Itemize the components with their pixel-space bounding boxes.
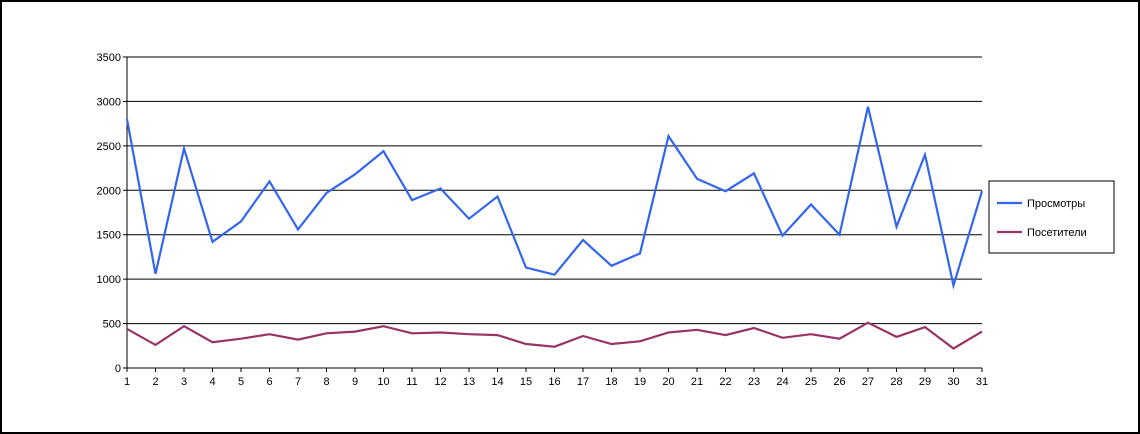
x-tick-label: 21	[691, 376, 703, 388]
x-tick-label: 26	[833, 376, 845, 388]
series-line-0	[125, 106, 984, 290]
legend: Просмотры Посетители	[988, 180, 1115, 254]
x-tick-label: 14	[491, 376, 503, 388]
x-tick-label: 28	[890, 376, 902, 388]
x-tick-label: 11	[406, 376, 417, 388]
x-tick-label: 23	[748, 376, 760, 388]
x-tick-label: 17	[577, 376, 589, 388]
y-tick-label: 3000	[97, 96, 121, 108]
x-tick-label: 6	[266, 376, 272, 388]
x-tick-label: 20	[662, 376, 674, 388]
series-lines	[125, 106, 984, 350]
x-tick-label: 10	[377, 376, 389, 388]
x-tick-label: 4	[209, 376, 215, 388]
y-tick-label: 2000	[97, 185, 121, 197]
y-tick-labels: 0 500 1000 1500 2000 2500 3000 3500	[97, 52, 121, 375]
x-tick-label: 31	[976, 376, 988, 388]
x-tick-label: 18	[605, 376, 617, 388]
legend-box	[988, 180, 1115, 254]
x-tick-label: 7	[295, 376, 301, 388]
x-tick-label: 29	[919, 376, 931, 388]
legend-label: Посетители	[1027, 227, 1087, 239]
x-tick-label: 30	[947, 376, 959, 388]
y-tick-label: 3500	[97, 52, 121, 64]
x-tick-label: 15	[520, 376, 532, 388]
x-tick-label: 24	[776, 376, 788, 388]
y-tick-label: 2500	[97, 141, 121, 153]
x-tick-label: 8	[323, 376, 329, 388]
y-tick-label: 1000	[97, 274, 121, 286]
x-tick-label: 27	[862, 376, 874, 388]
series-line-1	[126, 321, 983, 350]
y-tick-label: 1500	[97, 230, 121, 242]
x-tick-labels: 1 2 3 4 5 6 7 8 9 10 11 12 13 14 15 16 17 18 19 20 21 22 23 24 2…	[124, 376, 988, 388]
x-tick-label: 16	[548, 376, 560, 388]
x-tick-label: 9	[352, 376, 358, 388]
x-tick-label: 13	[463, 376, 475, 388]
y-tick-label: 500	[103, 319, 121, 331]
y-tick-label: 0	[115, 363, 121, 375]
x-tick-label: 1	[124, 376, 130, 388]
axes	[123, 56, 983, 372]
x-tick-label: 5	[238, 376, 244, 388]
x-tick-label: 19	[634, 376, 646, 388]
x-tick-label: 2	[152, 376, 158, 388]
gridlines	[127, 56, 982, 325]
x-tick-label: 12	[434, 376, 446, 388]
legend-label: Просмотры	[1027, 198, 1085, 210]
x-tick-label: 22	[719, 376, 731, 388]
x-tick-label: 25	[805, 376, 817, 388]
x-tick-label: 3	[181, 376, 187, 388]
